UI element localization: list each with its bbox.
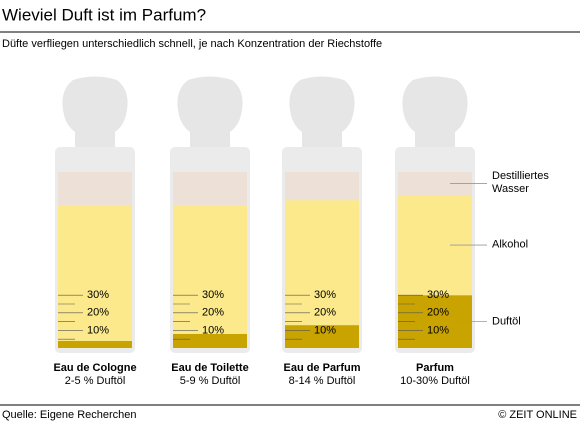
bottle-stopper: [62, 76, 128, 150]
segment: [173, 333, 247, 348]
tick-label: 30%: [202, 289, 224, 301]
source: Quelle: Eigene Recherchen: [2, 409, 137, 421]
tick-label: 30%: [427, 289, 449, 301]
legend-label: Alkohol: [492, 238, 529, 251]
tick-label: 30%: [314, 289, 336, 301]
category-label: Parfum: [416, 362, 454, 374]
category-note: 2-5 % Duftöl: [65, 375, 126, 387]
segment: [398, 172, 472, 195]
tick-label: 10%: [314, 324, 336, 336]
segment: [285, 172, 359, 201]
bottle-stopper: [402, 76, 468, 150]
tick-label: 10%: [427, 324, 449, 336]
legend-label: Destilliertes Wasser: [492, 170, 549, 196]
tick-label: 20%: [87, 307, 109, 319]
chart-title: Wieviel Duft ist im Parfum?: [2, 5, 206, 24]
bottle-stopper: [289, 76, 355, 150]
segment: [58, 205, 132, 341]
category-note: 5-9 % Duftöl: [180, 375, 241, 387]
segment: [58, 340, 132, 348]
tick-label: 10%: [87, 324, 109, 336]
bottle-stopper: [177, 76, 243, 150]
category-note: 8-14 % Duftöl: [289, 375, 356, 387]
category-label: Eau de Toilette: [171, 362, 248, 374]
category-note: 10-30% Duftöl: [400, 375, 470, 387]
category-label: Eau de Parfum: [283, 362, 360, 374]
category-label: Eau de Cologne: [53, 362, 136, 374]
tick-label: 20%: [314, 307, 336, 319]
segment: [285, 325, 359, 348]
segment: [58, 172, 132, 206]
tick-label: 30%: [87, 289, 109, 301]
tick-label: 10%: [202, 324, 224, 336]
chart-subtitle: Düfte verfliegen unterschiedlich schnell…: [2, 38, 382, 50]
tick-label: 20%: [427, 307, 449, 319]
legend-label: Duftöl: [492, 315, 521, 328]
credit: © ZEIT ONLINE: [498, 409, 577, 421]
tick-label: 20%: [202, 307, 224, 319]
segment: [173, 172, 247, 206]
